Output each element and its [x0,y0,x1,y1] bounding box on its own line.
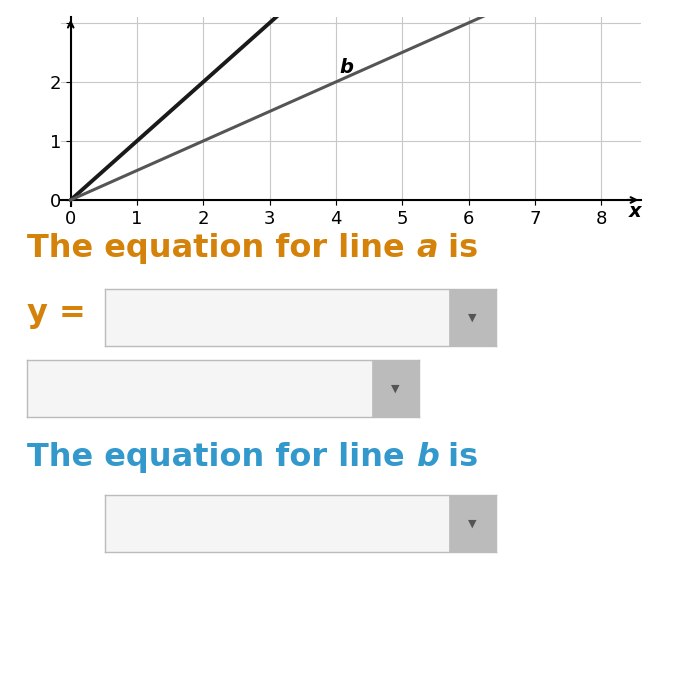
Text: ▼: ▼ [468,313,477,323]
Text: y =: y = [27,298,86,329]
Bar [449,289,496,346]
Text: ▼: ▼ [468,518,477,529]
Bar [371,360,418,417]
Text: ▼: ▼ [391,383,399,394]
Text: b: b [416,442,439,473]
Text: x: x [628,202,641,221]
Text: is: is [437,442,479,473]
Text: b: b [340,58,354,77]
Bar [449,495,496,552]
Text: is: is [437,233,479,264]
Text: The equation for line: The equation for line [27,442,416,473]
Text: The equation for line: The equation for line [27,233,416,264]
Text: a: a [416,233,438,264]
